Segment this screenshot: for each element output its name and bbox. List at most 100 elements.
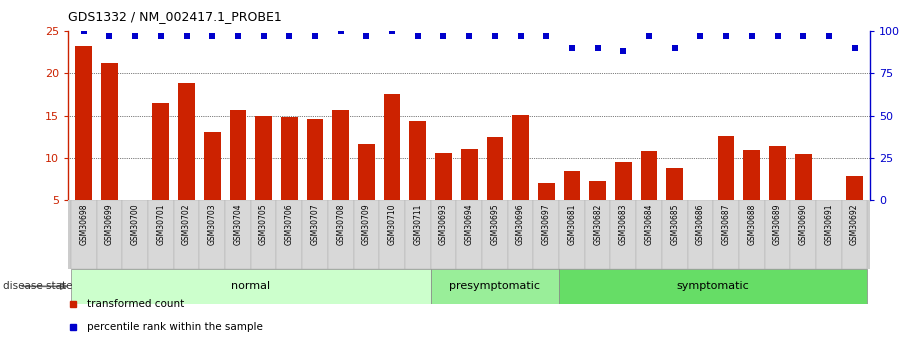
Bar xyxy=(666,168,683,200)
Text: symptomatic: symptomatic xyxy=(677,282,750,291)
Point xyxy=(436,33,451,39)
Point xyxy=(847,45,862,51)
Bar xyxy=(794,155,812,200)
Bar xyxy=(255,116,272,200)
Point xyxy=(230,33,245,39)
Text: GSM30687: GSM30687 xyxy=(722,204,731,245)
Text: GSM30702: GSM30702 xyxy=(182,204,191,245)
Bar xyxy=(122,200,148,269)
Bar xyxy=(358,144,374,200)
Point xyxy=(333,28,348,34)
Text: disease state: disease state xyxy=(3,282,72,291)
Point xyxy=(590,45,605,51)
Bar xyxy=(589,181,606,200)
Bar xyxy=(615,162,631,200)
Point xyxy=(462,33,476,39)
Bar xyxy=(739,200,764,269)
Text: normal: normal xyxy=(231,282,271,291)
Bar xyxy=(431,269,559,304)
Bar xyxy=(97,200,122,269)
Bar xyxy=(640,151,658,200)
Point xyxy=(822,33,836,39)
Point xyxy=(719,33,733,39)
Text: GSM30708: GSM30708 xyxy=(336,204,345,245)
Text: GSM30711: GSM30711 xyxy=(414,204,423,245)
Text: GSM30710: GSM30710 xyxy=(387,204,396,245)
Bar xyxy=(559,200,585,269)
Text: GSM30700: GSM30700 xyxy=(130,204,139,245)
Text: GSM30704: GSM30704 xyxy=(233,204,242,245)
Bar xyxy=(179,82,195,200)
Point xyxy=(693,33,708,39)
Text: GSM30681: GSM30681 xyxy=(568,204,577,245)
Text: GSM30689: GSM30689 xyxy=(773,204,782,245)
Text: GSM30684: GSM30684 xyxy=(644,204,653,245)
Bar xyxy=(713,200,739,269)
Point xyxy=(616,49,630,54)
Text: GSM30705: GSM30705 xyxy=(259,204,268,245)
Point xyxy=(282,33,297,39)
Point xyxy=(513,33,527,39)
Bar xyxy=(251,200,276,269)
Bar xyxy=(534,200,559,269)
Point xyxy=(154,33,169,39)
Bar xyxy=(384,93,401,200)
Bar xyxy=(816,200,842,269)
Bar xyxy=(610,200,636,269)
Point xyxy=(411,33,425,39)
Text: presymptomatic: presymptomatic xyxy=(449,282,540,291)
Point xyxy=(179,33,194,39)
Bar xyxy=(769,146,786,200)
Bar xyxy=(842,200,867,269)
Text: GSM30697: GSM30697 xyxy=(542,204,551,245)
Text: GSM30694: GSM30694 xyxy=(465,204,474,245)
Text: GSM30685: GSM30685 xyxy=(670,204,680,245)
Point xyxy=(128,33,142,39)
Bar xyxy=(461,149,477,200)
Text: GSM30688: GSM30688 xyxy=(747,204,756,245)
Text: GSM30695: GSM30695 xyxy=(490,204,499,245)
Bar xyxy=(482,200,507,269)
Bar xyxy=(662,200,688,269)
Point xyxy=(770,33,784,39)
Point xyxy=(796,33,811,39)
Text: GSM30699: GSM30699 xyxy=(105,204,114,245)
Bar xyxy=(230,110,246,200)
Point xyxy=(256,33,271,39)
Bar xyxy=(174,200,200,269)
Text: GSM30683: GSM30683 xyxy=(619,204,628,245)
Bar xyxy=(281,117,298,200)
Bar xyxy=(564,171,580,200)
Bar xyxy=(276,200,302,269)
Point xyxy=(102,33,117,39)
Point xyxy=(77,28,91,34)
Text: GSM30686: GSM30686 xyxy=(696,204,705,245)
Bar xyxy=(225,200,251,269)
Bar xyxy=(200,200,225,269)
Point xyxy=(487,33,502,39)
Text: GSM30698: GSM30698 xyxy=(79,204,88,245)
Text: GSM30707: GSM30707 xyxy=(311,204,320,245)
Bar xyxy=(328,200,353,269)
Bar xyxy=(743,150,760,200)
Text: GDS1332 / NM_002417.1_PROBE1: GDS1332 / NM_002417.1_PROBE1 xyxy=(68,10,282,23)
Bar xyxy=(71,200,97,269)
Point xyxy=(641,33,656,39)
Bar xyxy=(307,119,323,200)
Bar xyxy=(404,200,431,269)
Bar xyxy=(101,63,118,200)
Bar xyxy=(486,137,503,200)
Bar xyxy=(764,200,791,269)
Text: GSM30701: GSM30701 xyxy=(157,204,165,245)
Text: percentile rank within the sample: percentile rank within the sample xyxy=(87,322,262,332)
Point xyxy=(565,45,579,51)
Bar xyxy=(559,269,867,304)
Bar xyxy=(152,103,169,200)
Bar xyxy=(204,132,220,200)
Point xyxy=(539,33,554,39)
Bar xyxy=(431,200,456,269)
Bar xyxy=(76,46,92,200)
Text: GSM30709: GSM30709 xyxy=(362,204,371,245)
Text: GSM30693: GSM30693 xyxy=(439,204,448,245)
Text: GSM30692: GSM30692 xyxy=(850,204,859,245)
